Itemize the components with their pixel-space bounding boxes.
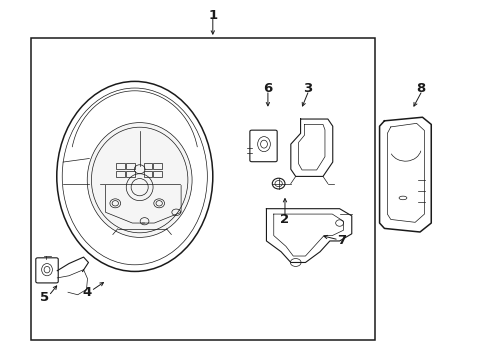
Text: 6: 6 (263, 82, 272, 95)
Text: 8: 8 (416, 82, 425, 95)
Bar (143, 163, 152, 169)
Bar (31, 39, 374, 339)
Bar (143, 171, 152, 177)
Text: 4: 4 (82, 287, 92, 300)
Bar (116, 171, 125, 177)
Text: 2: 2 (280, 213, 289, 226)
Text: 5: 5 (40, 291, 49, 304)
Text: 3: 3 (303, 82, 312, 95)
Bar (126, 171, 135, 177)
Bar (153, 171, 162, 177)
Text: 1: 1 (208, 9, 217, 22)
Text: 7: 7 (337, 234, 346, 247)
Ellipse shape (87, 123, 192, 237)
Bar (153, 163, 162, 169)
Bar (126, 163, 135, 169)
Bar (116, 163, 125, 169)
